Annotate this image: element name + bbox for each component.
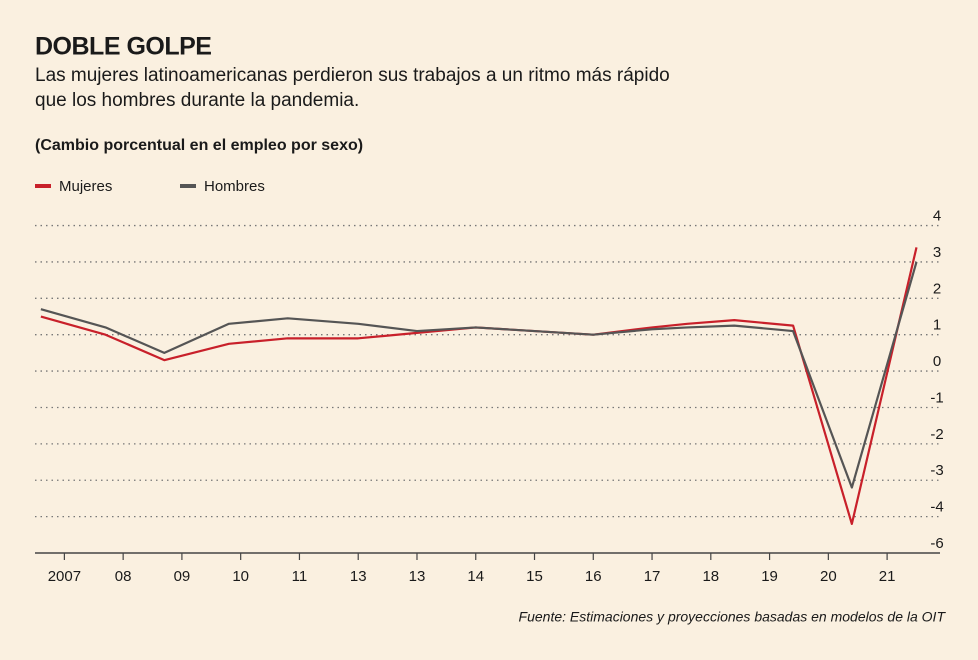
subtitle: que los hombres durante la pandemia. — [35, 90, 359, 111]
x-tick-label: 08 — [115, 568, 132, 585]
x-tick-label: 18 — [702, 568, 719, 585]
x-tick-label: 16 — [585, 568, 602, 585]
x-tick-label: 13 — [350, 568, 367, 585]
x-tick-label: 2007 — [48, 568, 81, 585]
x-tick-label: 14 — [467, 568, 484, 585]
y-tick-label: -3 — [930, 462, 943, 479]
y-tick-label: 3 — [933, 244, 941, 261]
y-tick-label: -1 — [930, 389, 943, 406]
x-tick-label: 19 — [761, 568, 778, 585]
y-tick-label: 4 — [933, 208, 941, 225]
legend-label: Mujeres — [59, 178, 112, 195]
x-tick-label: 21 — [879, 568, 896, 585]
series-line — [40, 261, 918, 489]
y-tick-label: -2 — [930, 426, 943, 443]
legend-label: Hombres — [204, 178, 265, 195]
subtitle: Las mujeres latinoamericanas perdieron s… — [35, 65, 670, 86]
chart-title: DOBLE GOLPE — [35, 33, 211, 61]
x-tick-label: 20 — [820, 568, 837, 585]
x-tick-label: 17 — [644, 568, 661, 585]
x-tick-label: 10 — [232, 568, 249, 585]
x-tick-label: 15 — [526, 568, 543, 585]
y-tick-label: 2 — [933, 280, 941, 297]
x-tick-label: 13 — [409, 568, 426, 585]
y-tick-label: 0 — [933, 353, 941, 370]
x-tick-label: 11 — [292, 568, 308, 585]
x-tick-label: 09 — [174, 568, 191, 585]
y-tick-label: -4 — [930, 499, 943, 516]
source: Fuente: Estimaciones y proyecciones basa… — [519, 609, 947, 625]
axis-label: (Cambio porcentual en el empleo por sexo… — [35, 137, 363, 154]
y-tick-label: 1 — [933, 317, 941, 334]
y-tick-label: -6 — [930, 535, 943, 552]
